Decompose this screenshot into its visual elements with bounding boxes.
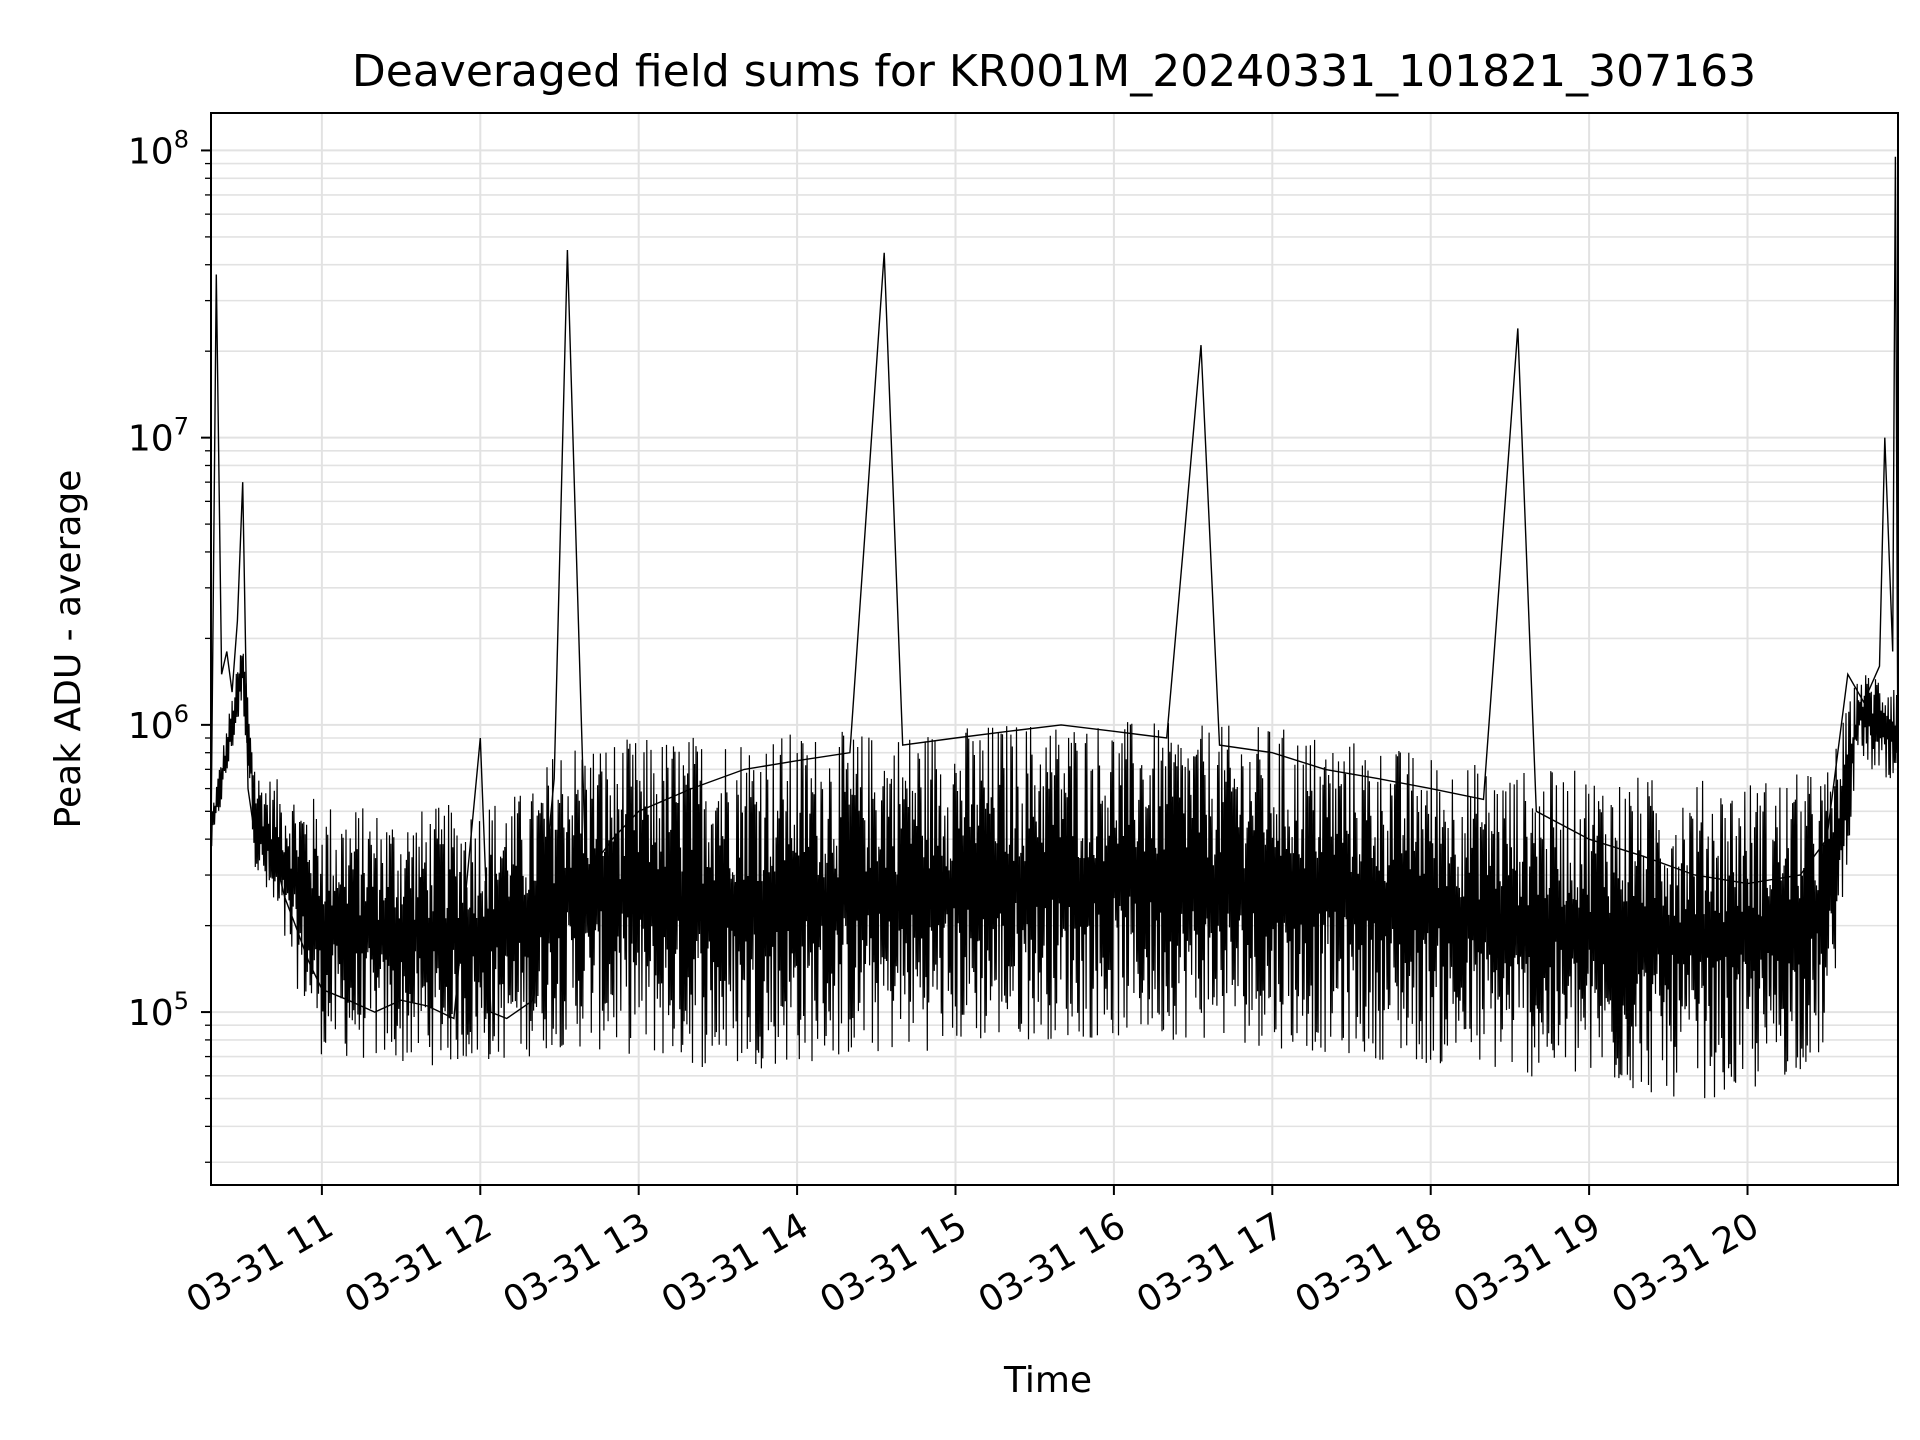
y-tick-label: 106: [128, 700, 189, 747]
data-series: [210, 156, 1899, 1099]
y-tick-label: 107: [128, 413, 189, 460]
y-tick-label: 108: [128, 125, 189, 172]
y-axis-title: Peak ADU - average: [48, 470, 89, 829]
y-tick-label: 105: [128, 987, 189, 1034]
x-axis-title: Time: [1003, 1360, 1092, 1401]
noise-trace: [210, 653, 1899, 1099]
chart-title: Deaveraged field sums for KR001M_2024033…: [352, 46, 1756, 97]
y-axis: 105 106 107 108: [128, 125, 211, 1163]
series-line: [210, 156, 1899, 1020]
plot-frame: [210, 112, 1899, 1186]
